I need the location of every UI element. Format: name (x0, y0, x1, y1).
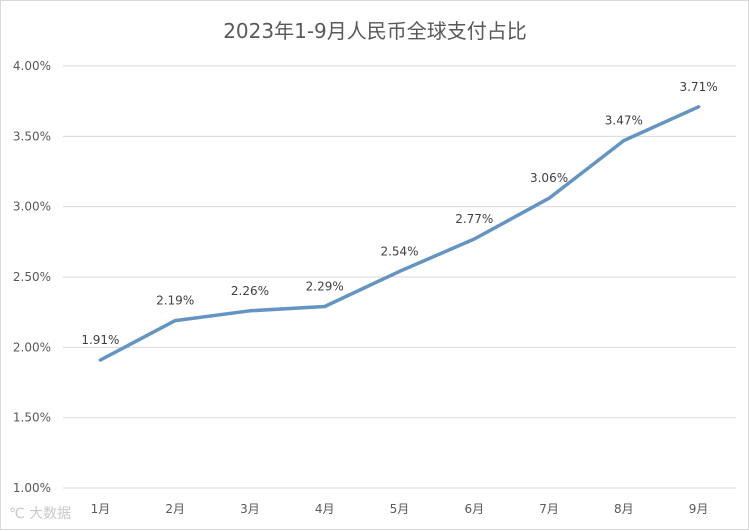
y-tick-label: 2.50% (13, 270, 51, 284)
data-label: 3.47% (605, 114, 643, 128)
x-tick-label: 9月 (689, 502, 709, 516)
watermark-text: 大数据 (29, 506, 72, 522)
data-label: 2.54% (380, 244, 418, 258)
y-tick-label: 1.50% (13, 411, 51, 425)
x-tick-label: 4月 (315, 502, 335, 516)
x-tick-label: 5月 (390, 502, 410, 516)
chart-title: 2023年1-9月人民币全球支付占比 (223, 19, 527, 43)
data-label: 2.77% (455, 212, 493, 226)
x-tick-label: 6月 (464, 502, 484, 516)
y-tick-label: 3.50% (13, 129, 51, 143)
data-label: 2.29% (306, 280, 344, 294)
y-tick-label: 3.00% (13, 200, 51, 214)
watermark: ℃ 大数据 (9, 503, 71, 523)
gridlines (63, 65, 736, 489)
y-tick-label: 4.00% (13, 59, 51, 73)
x-tick-label: 3月 (240, 502, 260, 516)
data-label: 2.26% (231, 284, 269, 298)
x-tick-label: 1月 (91, 502, 111, 516)
data-label: 1.91% (81, 333, 119, 347)
y-tick-label: 2.00% (13, 340, 51, 354)
data-label: 2.19% (156, 294, 194, 308)
y-axis-ticks: 1.00% 1.50% 2.00% 2.50% 3.00% 3.50% 4.00% (13, 59, 51, 495)
watermark-logo-icon: ℃ (9, 506, 25, 522)
x-tick-label: 7月 (539, 502, 559, 516)
data-label: 3.06% (530, 171, 568, 185)
x-tick-label: 2月 (165, 502, 185, 516)
data-label: 3.71% (680, 80, 718, 94)
x-tick-label: 8月 (614, 502, 634, 516)
x-axis-ticks: 1月 2月 3月 4月 5月 6月 7月 8月 9月 (91, 502, 709, 516)
y-tick-label: 1.00% (13, 481, 51, 495)
series-line (98, 105, 701, 362)
data-labels: 1.91% 2.19% 2.26% 2.29% 2.54% 2.77% 3.06% 3.47%… (81, 80, 717, 347)
